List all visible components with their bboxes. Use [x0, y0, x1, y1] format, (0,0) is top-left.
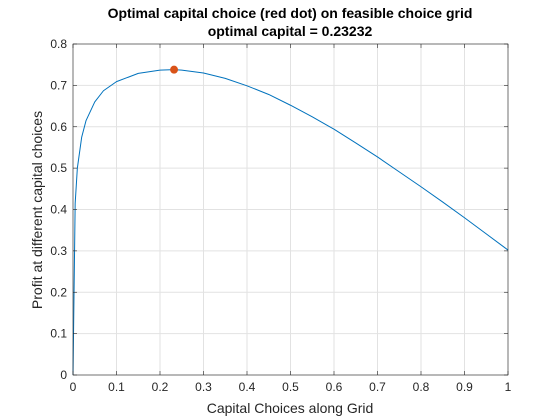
- x-tick-label: 0.1: [108, 380, 125, 394]
- x-tick-label: 0.8: [413, 380, 430, 394]
- x-tick-label: 1: [505, 380, 512, 394]
- y-tick-label: 0.6: [50, 120, 67, 134]
- y-tick-label: 0.3: [50, 244, 67, 258]
- chart-subtitle: optimal capital = 0.23232: [208, 23, 373, 39]
- x-tick-label: 0.5: [282, 380, 299, 394]
- y-tick-label: 0.1: [50, 327, 67, 341]
- x-tick-label: 0.7: [369, 380, 386, 394]
- y-tick-label: 0.4: [50, 203, 67, 217]
- y-tick-label: 0.2: [50, 285, 67, 299]
- x-tick-label: 0.2: [152, 380, 169, 394]
- y-tick-label: 0: [60, 368, 67, 382]
- x-tick-label: 0: [70, 380, 77, 394]
- x-tick-label: 0.4: [239, 380, 256, 394]
- y-tick-label: 0.7: [50, 78, 67, 92]
- optimal-point: [171, 66, 178, 73]
- y-tick-label: 0.8: [50, 37, 67, 51]
- chart-title: Optimal capital choice (red dot) on feas…: [108, 5, 473, 21]
- x-tick-label: 0.6: [326, 380, 343, 394]
- x-axis-label: Capital Choices along Grid: [207, 400, 374, 416]
- x-tick-label: 0.3: [195, 380, 212, 394]
- y-tick-label: 0.5: [50, 161, 67, 175]
- x-tick-label: 0.9: [456, 380, 473, 394]
- y-axis-label: Profit at different capital choices: [29, 111, 45, 309]
